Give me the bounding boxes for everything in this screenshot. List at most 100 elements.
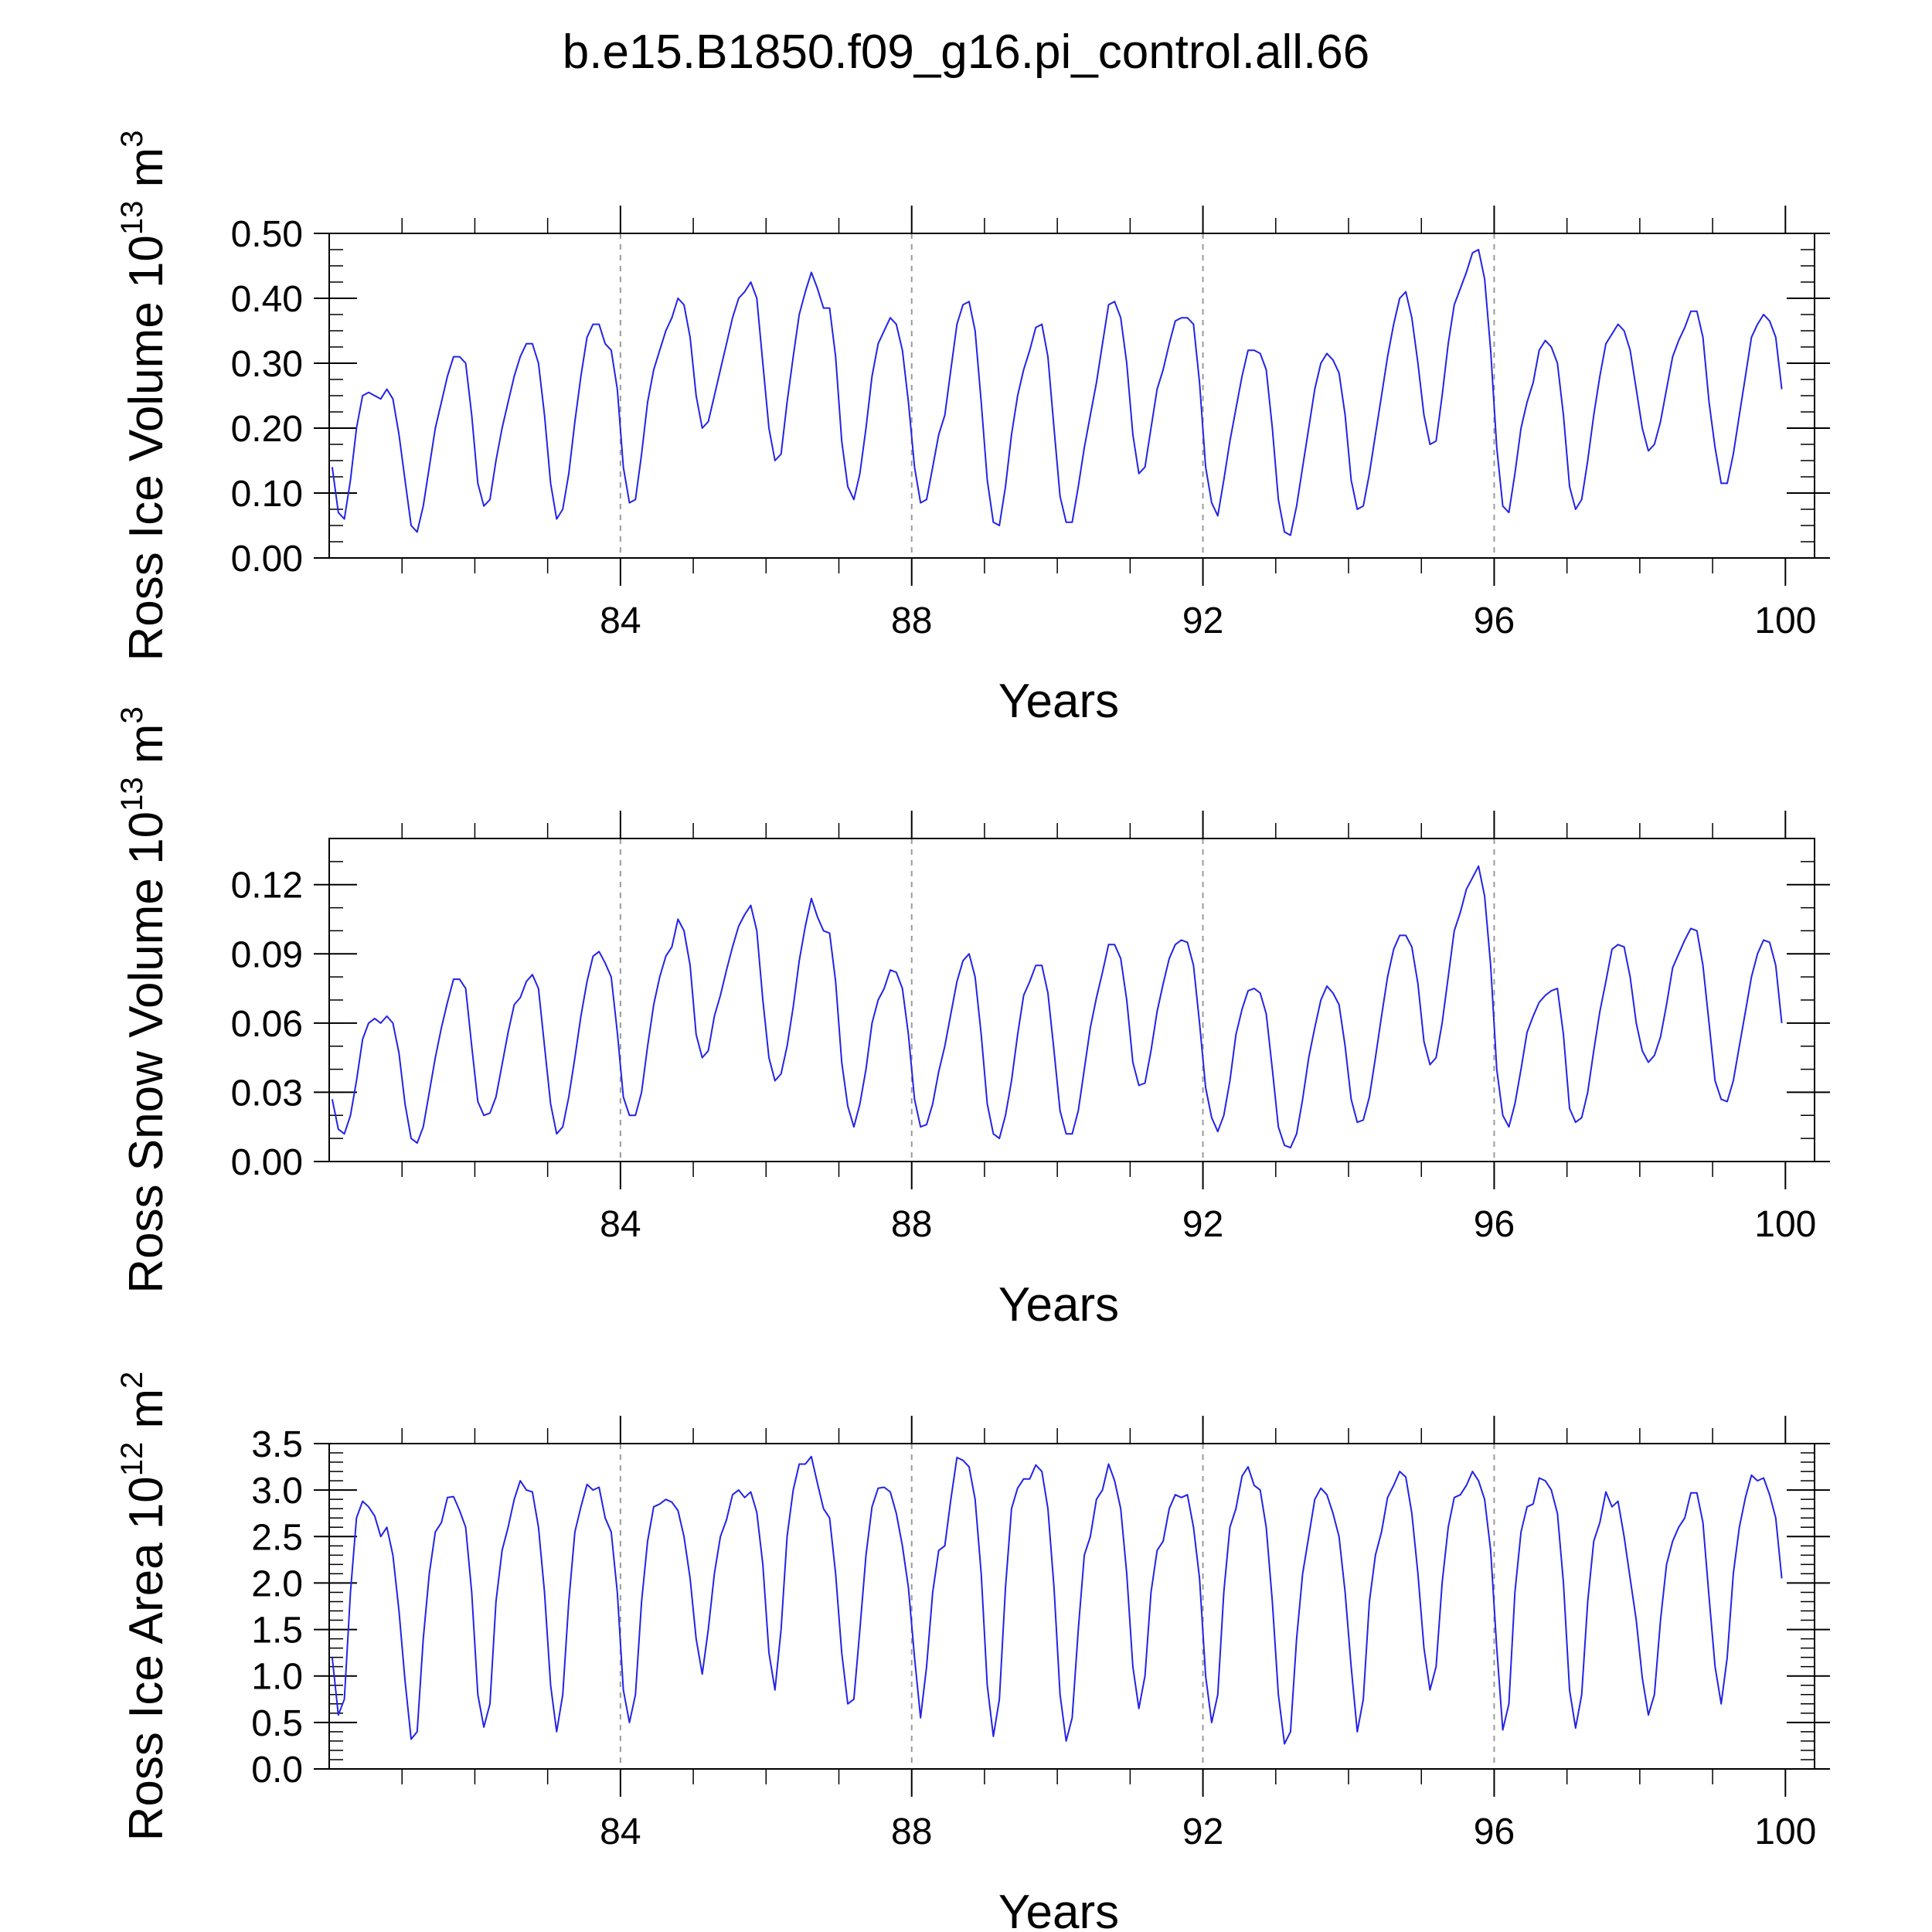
data-point <box>949 1012 952 1015</box>
data-point <box>774 1689 777 1692</box>
data-point <box>731 1493 734 1496</box>
data-point <box>1253 1484 1256 1487</box>
data-point <box>925 1665 928 1668</box>
data-point <box>488 498 492 501</box>
data-point <box>1471 251 1474 254</box>
data-point <box>791 1005 794 1009</box>
data-point <box>507 1526 510 1529</box>
data-point <box>1544 994 1547 997</box>
data-point <box>980 1033 983 1036</box>
data-point <box>1149 1049 1152 1053</box>
data-point <box>1229 1080 1232 1083</box>
data-point <box>719 994 722 997</box>
data-point <box>737 925 740 928</box>
y-tick-label: 0.50 <box>231 214 303 255</box>
data-point <box>840 440 843 443</box>
data-point <box>931 1102 934 1105</box>
data-point <box>616 388 619 391</box>
data-point <box>1726 1100 1729 1103</box>
data-point <box>791 1488 794 1492</box>
data-point <box>968 300 971 303</box>
data-point <box>501 1063 504 1066</box>
data-point <box>676 297 679 300</box>
y-tick-label: 3.5 <box>251 1424 303 1465</box>
x-tick-label: 100 <box>1754 1204 1816 1245</box>
data-point <box>883 329 886 332</box>
data-point <box>561 508 564 511</box>
data-point <box>1447 342 1450 345</box>
data-point <box>889 968 892 971</box>
data-point <box>1125 362 1128 365</box>
data-point <box>791 355 794 359</box>
data-point <box>901 349 904 352</box>
data-point <box>1568 1689 1571 1692</box>
data-point <box>1641 1676 1644 1679</box>
data-point <box>1781 388 1784 391</box>
data-point <box>397 1052 400 1055</box>
data-point <box>525 1488 528 1492</box>
data-point <box>470 1045 473 1048</box>
data-point <box>1417 1572 1420 1575</box>
data-point <box>865 1553 868 1556</box>
data-point <box>1046 992 1049 995</box>
data-point <box>1538 1477 1541 1480</box>
data-point <box>1374 1056 1377 1060</box>
data-point <box>1046 1507 1049 1510</box>
data-point <box>1095 381 1098 384</box>
data-point <box>1053 427 1056 430</box>
data-point <box>1149 1591 1152 1594</box>
data-point <box>1107 1463 1111 1466</box>
data-point <box>1374 1553 1377 1556</box>
data-point <box>1483 1498 1486 1501</box>
data-point <box>786 1045 789 1048</box>
data-point <box>1349 1097 1352 1100</box>
data-point <box>331 465 334 468</box>
y-axis-label-unit-exponent: 3 <box>115 130 149 147</box>
data-point <box>1338 372 1341 375</box>
data-point <box>1750 335 1753 338</box>
data-point <box>1029 1478 1032 1481</box>
data-point <box>434 1056 437 1060</box>
data-point <box>1053 1586 1056 1589</box>
data-point <box>567 1600 570 1604</box>
data-point <box>1289 1730 1292 1733</box>
data-point <box>1592 1539 1595 1543</box>
data-point <box>591 323 594 326</box>
data-point <box>695 1033 698 1036</box>
data-point <box>755 929 758 932</box>
data-point <box>1423 1647 1426 1650</box>
data-point <box>1653 443 1656 446</box>
y-axis-label-unit: m <box>120 1389 173 1442</box>
data-point <box>1198 1577 1201 1580</box>
data-point <box>1216 1130 1219 1133</box>
data-point <box>507 400 510 403</box>
y-tick-label: 0.30 <box>231 344 303 385</box>
data-point <box>865 427 868 430</box>
data-point <box>1119 957 1122 960</box>
data-point <box>986 478 989 481</box>
data-point <box>422 1125 425 1128</box>
data-point <box>1180 938 1183 941</box>
data-point <box>1034 1464 1037 1467</box>
data-point <box>1502 1114 1505 1117</box>
data-point <box>1295 1132 1298 1135</box>
data-point <box>682 1535 685 1538</box>
data-point <box>652 1505 655 1509</box>
data-point <box>1404 1475 1407 1478</box>
data-point <box>1580 1693 1583 1696</box>
data-point <box>537 1526 540 1529</box>
data-point <box>1204 465 1207 468</box>
y-tick-label: 3.0 <box>251 1471 303 1512</box>
data-point <box>1768 940 1771 944</box>
data-point <box>846 485 849 488</box>
data-point <box>1477 248 1480 251</box>
data-point <box>1592 413 1595 417</box>
data-point <box>1344 1045 1347 1048</box>
data-point <box>1083 1553 1086 1556</box>
x-tick-label: 84 <box>600 1204 641 1245</box>
data-point <box>676 1509 679 1512</box>
data-point <box>355 1080 358 1083</box>
data-point <box>961 1459 964 1462</box>
data-point <box>889 316 892 319</box>
data-point <box>1428 443 1431 446</box>
